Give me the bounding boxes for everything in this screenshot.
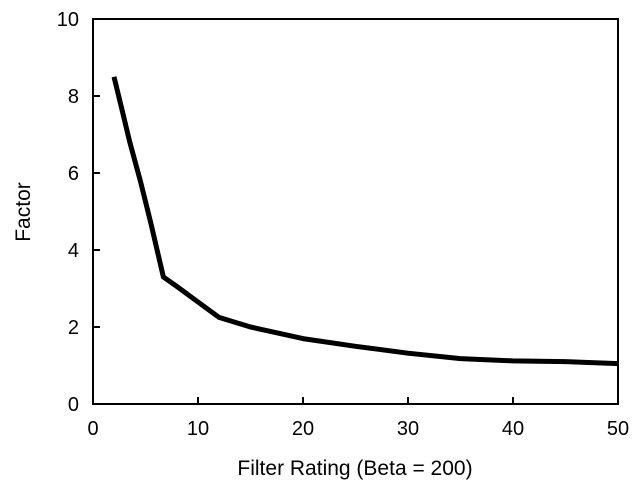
y-tick-label: 6 bbox=[68, 163, 79, 185]
y-tick-label: 8 bbox=[68, 86, 79, 108]
y-tick-label: 10 bbox=[57, 9, 79, 31]
x-axis-title: Filter Rating (Beta = 200) bbox=[237, 457, 472, 480]
y-tick-label: 4 bbox=[68, 240, 79, 262]
x-tick-label: 0 bbox=[87, 418, 98, 440]
x-tick-label: 10 bbox=[187, 418, 209, 440]
y-tick-label: 0 bbox=[68, 394, 79, 416]
x-tick-label: 20 bbox=[292, 418, 314, 440]
y-tick-label: 2 bbox=[68, 317, 79, 339]
series-line bbox=[114, 77, 618, 364]
x-tick-label: 40 bbox=[502, 418, 524, 440]
y-axis-title: Factor bbox=[12, 182, 35, 242]
x-tick-label: 30 bbox=[397, 418, 419, 440]
x-tick-label: 50 bbox=[607, 418, 629, 440]
